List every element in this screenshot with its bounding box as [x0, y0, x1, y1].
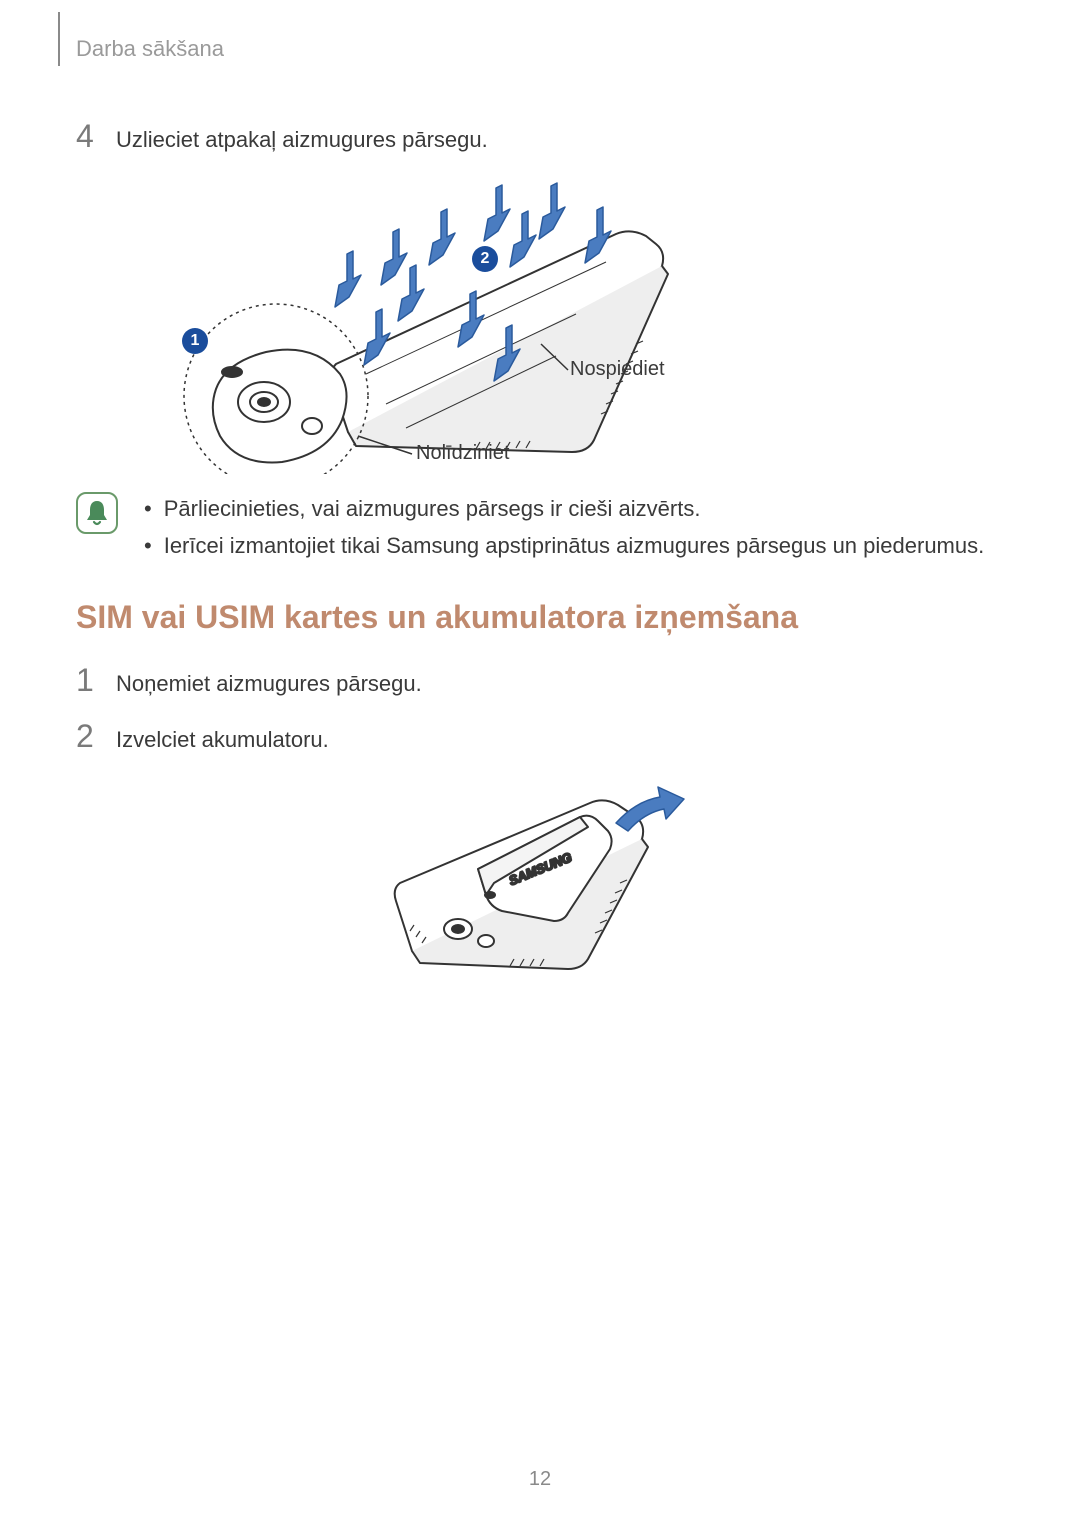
page-number: 12 — [0, 1468, 1080, 1491]
step-number: 2 — [76, 718, 98, 755]
figure-back-cover: 1 2 Nospiediet Nolīdziniet — [76, 174, 1004, 474]
bell-icon — [76, 492, 118, 534]
label-align: Nolīdziniet — [416, 442, 509, 465]
step-number: 4 — [76, 118, 98, 155]
callout-1: 1 — [182, 328, 208, 354]
note-list: Pārliecinieties, vai aizmugures pārsegs … — [144, 490, 984, 565]
note-item: Pārliecinieties, vai aizmugures pārsegs … — [144, 490, 984, 527]
callout-2: 2 — [472, 246, 498, 272]
step-text: Uzlieciet atpakaļ aizmugures pārsegu. — [116, 124, 488, 156]
step-2: 2 Izvelciet akumulatoru. — [76, 718, 1004, 756]
section-heading: SIM vai USIM kartes un akumulatora izņem… — [76, 599, 1004, 636]
figure-battery-removal: SAMSUNG — [76, 773, 1004, 973]
label-press: Nospiediet — [570, 358, 665, 381]
step-text: Noņemiet aizmugures pārsegu. — [116, 668, 422, 700]
chapter-title: Darba sākšana — [76, 36, 1004, 62]
step-4: 4 Uzlieciet atpakaļ aizmugures pārsegu. — [76, 118, 1004, 156]
step-number: 1 — [76, 662, 98, 699]
step-1: 1 Noņemiet aizmugures pārsegu. — [76, 662, 1004, 700]
note-item: Ierīcei izmantojiet tikai Samsung apstip… — [144, 527, 984, 564]
step-text: Izvelciet akumulatoru. — [116, 724, 329, 756]
header-rule — [58, 12, 60, 66]
note-block: Pārliecinieties, vai aizmugures pārsegs … — [76, 490, 1004, 565]
